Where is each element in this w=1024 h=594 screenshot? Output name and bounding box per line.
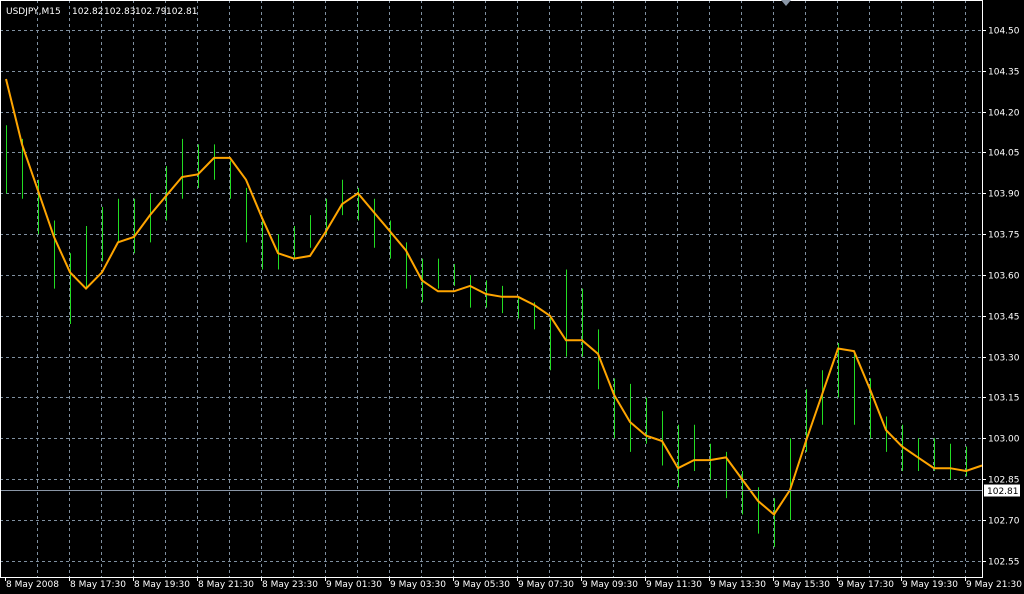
time-tick-label: 9 May 03:30 [390, 580, 446, 590]
symbol-label: USDJPY,M15 [6, 7, 61, 17]
price-tick-label: 103.00 [988, 435, 1020, 445]
high-price: 102.83 [104, 7, 136, 17]
grid [0, 0, 982, 577]
price-tick-label: 104.50 [988, 27, 1020, 37]
price-tick-label: 103.45 [988, 313, 1020, 323]
time-tick-label: 9 May 13:30 [710, 580, 766, 590]
price-tick-label: 103.60 [988, 272, 1020, 282]
chart-header: USDJPY,M15 102.82 102.83 102.79 102.81 [6, 7, 198, 17]
time-tick-label: 8 May 23:30 [262, 580, 318, 590]
price-tick-label: 102.85 [988, 476, 1020, 486]
price-tick-label: 104.35 [988, 68, 1020, 78]
price-tick-label: 103.30 [988, 354, 1020, 364]
time-tick-label: 9 May 01:30 [326, 580, 382, 590]
price-tick-label: 102.55 [988, 558, 1020, 568]
time-tick-label: 9 May 19:30 [902, 580, 958, 590]
price-tick-label: 104.05 [988, 149, 1020, 159]
plot-border [0, 0, 983, 578]
open-price: 102.82 [72, 7, 104, 17]
time-axis[interactable]: 8 May 2008 8 May 17:30 8 May 19:30 8 May 21… [5, 577, 1023, 590]
time-tick-label: 9 May 09:30 [582, 580, 638, 590]
time-tick-label: 8 May 17:30 [70, 580, 126, 590]
time-tick-label: 8 May 2008 [6, 580, 59, 590]
time-tick-label: 8 May 21:30 [198, 580, 254, 590]
chart-shift-marker-icon[interactable] [781, 0, 791, 6]
price-tick-label: 102.70 [988, 517, 1020, 527]
price-tick-label: 104.20 [988, 109, 1020, 119]
time-tick-label: 9 May 15:30 [774, 580, 830, 590]
time-tick-label: 9 May 07:30 [518, 580, 574, 590]
low-price: 102.79 [135, 7, 167, 17]
close-price: 102.81 [166, 7, 198, 17]
current-price-badge [984, 484, 1020, 497]
time-tick-label: 9 May 05:30 [454, 580, 510, 590]
moving-average-line [5, 78, 983, 516]
time-tick-label: 9 May 11:30 [646, 580, 702, 590]
time-tick-label: 8 May 19:30 [134, 580, 190, 590]
current-price-label: 102.81 [987, 487, 1019, 497]
price-tick-label: 103.90 [988, 190, 1020, 200]
time-tick-label: 9 May 17:30 [838, 580, 894, 590]
price-tick-label: 103.75 [988, 231, 1020, 241]
price-axis[interactable]: 104.50 104.35 104.20 104.05 103.90 103.75 103.… [982, 27, 1020, 568]
time-tick-label: 9 May 21:30 [966, 580, 1022, 590]
price-tick-label: 103.15 [988, 394, 1020, 404]
